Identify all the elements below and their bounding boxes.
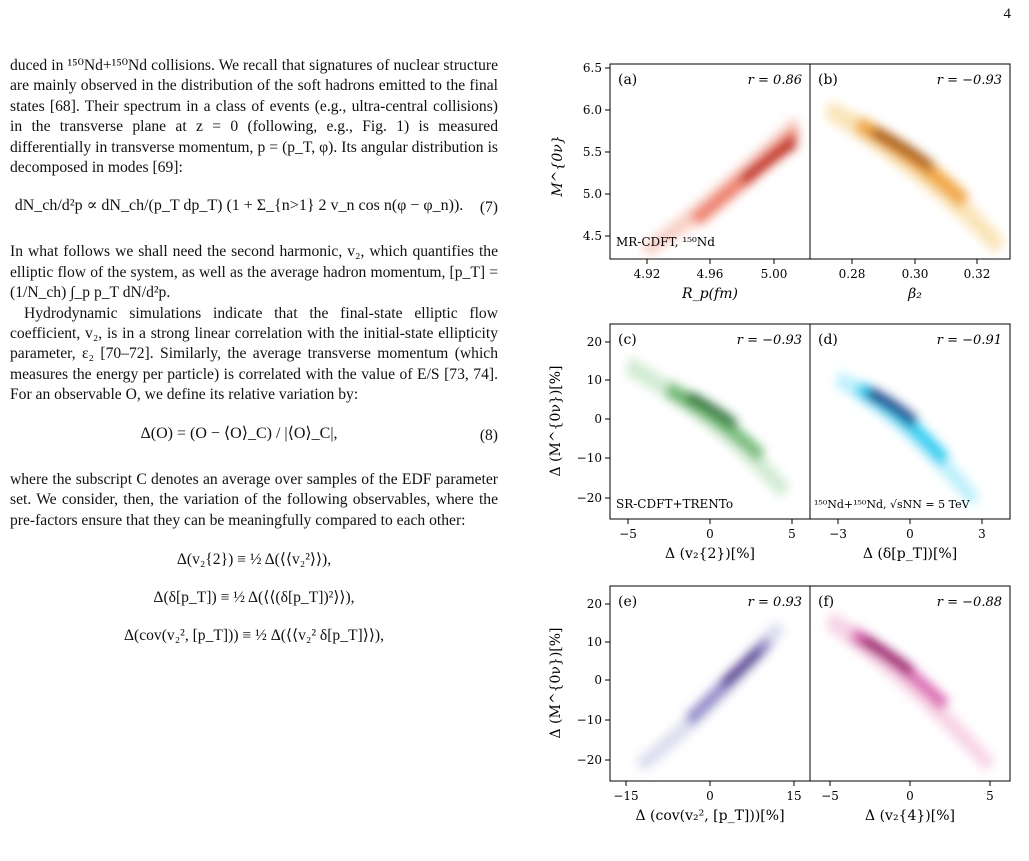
panel-e-tag: (e) [618,594,637,610]
paragraph-4: where the subscript C denotes an average… [10,470,498,529]
panel-b-xlabel: β₂ [907,286,922,302]
panel-e-frame [609,585,811,782]
panel-b-density [825,101,1005,254]
panel-b-xtick-2: 0.32 [964,267,991,281]
page-number: 4 [1003,6,1012,22]
panel-e-xtick-2: 15 [786,789,801,803]
panel-a-r: r = 0.86 [748,73,802,88]
panel-row-2: 20 10 0 −10 −20 Δ (M^{0ν})[%] −5 0 5 Δ (… [548,323,1011,562]
equation-8-body: Δ(O) = (O − ⟨O⟩_C) / |⟨O⟩_C|, [140,424,338,442]
equation-9a: Δ(v₂{2}) ≡ ½ Δ(⟨⟨v₂²⟩⟩), [176,550,332,568]
panel-e-ytick-10: 10 [587,635,602,649]
panel-row-1: 6.5 6.0 5.5 5.0 4.5 M^{0ν} 4.92 4.96 5.0… [550,61,1011,302]
panel-c-ytick-0: 0 [594,412,602,426]
panel-a-ytick-4.5: 4.5 [583,229,602,243]
panel-c-ylabel: Δ (M^{0ν})[%] [548,365,564,476]
panel-f-xtick-0: −5 [821,789,839,803]
panel-c-ytick-m10: −10 [577,451,602,465]
panel-f-xtick-2: 5 [986,789,994,803]
panel-c-r: r = −0.93 [737,333,802,348]
panel-c-xlabel: Δ (v₂{2})[%] [665,546,755,562]
panel-e-ytick-m20: −20 [577,753,602,767]
panel-d-note: ¹⁵⁰Nd+¹⁵⁰Nd, √sNN = 5 TeV [814,498,971,511]
panel-f-xlabel: Δ (v₂{4})[%] [865,808,955,824]
panel-a-ytick-5.5: 5.5 [583,145,602,159]
figure-correlation-panels: 6.5 6.0 5.5 5.0 4.5 M^{0ν} 4.92 4.96 5.0… [540,56,1020,846]
panel-row-3: 20 10 0 −10 −20 Δ (M^{0ν})[%] −15 0 15 Δ… [548,585,1011,824]
panel-e-xtick-1: 0 [706,789,714,803]
panel-c-xtick-0: −5 [619,527,637,541]
panel-b-xtick-0: 0.28 [839,267,866,281]
panel-d-xlabel: Δ (δ[p_T])[%] [863,546,957,562]
panel-a-yticks: 6.5 6.0 5.5 5.0 4.5 [583,61,610,243]
panel-c-note: SR-CDFT+TRENTo [616,497,733,511]
equation-8: Δ(O) = (O − ⟨O⟩_C) / |⟨O⟩_C|, (8) [10,412,498,464]
panel-e-ytick-m10: −10 [577,713,602,727]
panel-a-ytick-6.0: 6.0 [583,103,602,117]
equation-9-group: Δ(v₂{2}) ≡ ½ Δ(⟨⟨v₂²⟩⟩), Δ(δ[p_T]) ≡ ½ Δ… [10,541,498,655]
panel-a-note: MR-CDFT, ¹⁵⁰Nd [616,235,715,249]
panel-f-tag: (f) [818,594,834,610]
panel-b-xtick-1: 0.30 [902,267,929,281]
panel-b-tag: (b) [818,72,838,88]
panel-e-r: r = 0.93 [748,595,802,610]
panel-e-yticks: 20 10 0 −10 −20 [577,597,610,767]
panel-c-ytick-20: 20 [587,335,602,349]
panel-c-xtick-2: 5 [788,527,796,541]
panel-d-xtick-1: 0 [906,527,914,541]
panel-d-xticks: −3 0 3 [829,519,986,541]
panel-c-ytick-m20: −20 [577,491,602,505]
equation-9b: Δ(δ[p_T]) ≡ ½ Δ(⟨⟨(δ[p_T])²⟩⟩), [153,588,355,606]
panel-d-density [835,371,980,506]
paragraph-1: duced in ¹⁵⁰Nd+¹⁵⁰Nd collisions. We reca… [10,57,498,177]
panel-c-xtick-1: 0 [706,527,714,541]
panel-a-xtick-1: 4.96 [697,267,724,281]
panel-a-density [640,116,802,256]
panel-f-r: r = −0.88 [937,595,1002,610]
equation-9c: Δ(cov(v₂², [p_T])) ≡ ½ Δ(⟨⟨v₂² δ[p_T]⟩⟩)… [123,626,384,644]
panel-b-r: r = −0.93 [937,73,1002,88]
panel-d-r: r = −0.91 [937,333,1002,348]
panel-e-density [635,621,785,771]
panel-a-ytick-5.0: 5.0 [583,187,602,201]
panel-c-ytick-10: 10 [587,373,602,387]
paragraph-3: Hydrodynamic simulations indicate that t… [10,304,498,404]
panel-a-frame [609,63,811,260]
panel-e-xlabel: Δ (cov(v₂², [p_T]))[%] [635,808,784,824]
panel-c-tag: (c) [618,332,637,348]
panel-d-tag: (d) [818,332,838,348]
panel-c-density [625,356,790,498]
text-column: duced in ¹⁵⁰Nd+¹⁵⁰Nd collisions. We reca… [10,56,498,655]
panel-a-xtick-2: 5.00 [761,267,788,281]
panel-f-xtick-1: 0 [906,789,914,803]
panel-a-xticks: 4.92 4.96 5.00 [634,259,788,281]
panel-e-ytick-20: 20 [587,597,602,611]
panel-b-frame [809,63,1011,260]
panel-f-xticks: −5 0 5 [821,781,994,803]
equation-7-body: dN_ch/d²p ∝ dN_ch/(p_T dp_T) (1 + Σ_{n>1… [14,197,464,215]
panel-e-ylabel: Δ (M^{0ν})[%] [548,627,564,738]
panel-c-xticks: −5 0 5 [619,519,796,541]
panel-a-ytick-6.5: 6.5 [583,61,602,75]
panel-d-xtick-0: −3 [829,527,847,541]
panel-c-yticks: 20 10 0 −10 −20 [577,335,610,505]
panel-a-xtick-0: 4.92 [634,267,661,281]
panel-a-tag: (a) [618,72,637,88]
panel-e-xtick-0: −15 [613,789,638,803]
equation-8-number: (8) [479,426,498,444]
panel-b-xticks: 0.28 0.30 0.32 [839,259,991,281]
panel-a-xlabel: R_p(fm) [681,286,738,302]
panel-a-ylabel: M^{0ν} [550,135,566,197]
equation-7-number: (7) [479,199,498,217]
panel-e-xticks: −15 0 15 [613,781,802,803]
panel-e-ytick-0: 0 [594,673,602,687]
paragraph-2: In what follows we shall need the second… [10,243,498,302]
figure-svg: 6.5 6.0 5.5 5.0 4.5 M^{0ν} 4.92 4.96 5.0… [548,61,1011,824]
equation-7: dN_ch/d²p ∝ dN_ch/(p_T dp_T) (1 + Σ_{n>1… [10,184,498,236]
panel-d-xtick-2: 3 [978,527,986,541]
panel-f-density [825,611,995,771]
